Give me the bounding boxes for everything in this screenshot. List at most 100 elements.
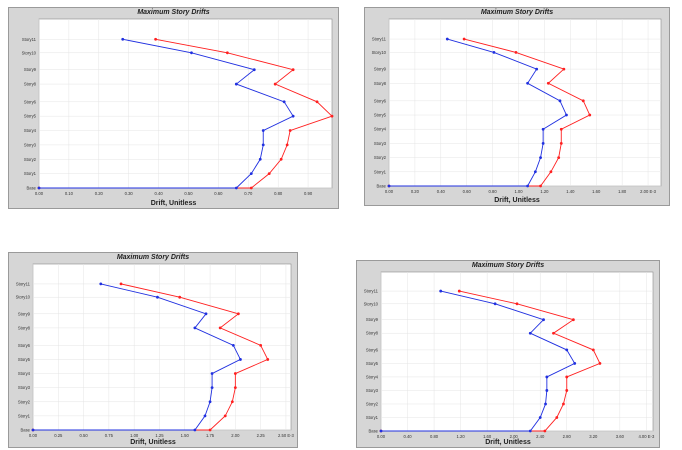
y-tick-label: Story9 [24,67,37,72]
data-point [31,428,35,432]
plot-area [380,271,654,432]
x-tick-label: 0.50 [80,433,89,438]
y-tick-label: Base [376,184,386,189]
x-tick-label: 1.20 [457,434,466,439]
y-tick-label: Story4 [366,374,379,379]
data-point [533,170,537,174]
chart-panel-2: Maximum Story Drifts 0.00 0.20 0.40 0.60 0.8… [364,7,670,206]
data-point [539,156,542,160]
data-point [539,184,542,188]
x-tick-label: 0.60 [214,191,223,196]
y-tick-label: Story8 [24,82,37,87]
x-tick-label: 0.50 [184,191,193,196]
x-tick-label: 0.40 [155,191,164,196]
y-tick-label: Story8 [18,325,31,330]
data-point [559,127,563,131]
data-point [234,186,238,190]
data-point [252,68,256,72]
y-tick-label: Story5 [24,114,37,119]
y-tick-label: Story2 [18,399,31,404]
data-point [526,81,529,85]
x-axis-label: Drift, Unitless [494,197,540,204]
data-point [555,416,559,419]
y-tick-label: Story6 [18,343,31,348]
y-tick-label: Story4 [374,127,387,132]
chart-title: Maximum Story Drifts [137,9,210,16]
series-line-1 [381,290,601,432]
data-point [538,416,542,419]
y-tick-label: Story11 [364,289,379,294]
data-point [285,143,289,147]
data-point [119,282,123,286]
plot-area [32,263,292,431]
x-tick-label: 0.75 [105,433,114,438]
data-point [541,127,545,131]
y-tick-label: Story9 [374,67,387,72]
chart-title: Maximum Story Drifts [471,262,545,269]
x-tick-label: 3.20 [589,434,598,439]
x-tick-label: 0.80 [489,189,498,194]
data-point [545,389,549,392]
data-point [515,302,519,306]
data-point [545,375,549,379]
data-point [462,37,466,41]
x-tick-label: 2.25 [257,433,266,438]
data-point [231,343,235,347]
x-tick-label: 2.00 E-3 [640,189,657,194]
data-point [571,318,575,322]
data-point [546,81,550,85]
data-point [493,302,497,306]
y-tick-label: Story10 [364,301,379,306]
data-point [37,186,41,190]
chart-panel-1: Maximum Story Drifts 0.00 0.10 0.20 0.30 0.4… [8,7,339,209]
x-tick-label: 0.00 [29,433,38,438]
data-point [565,389,569,392]
data-point [526,184,529,188]
data-point [282,100,286,104]
x-axis-label: Drift, Unitless [485,439,531,446]
x-tick-label: 4.00 E-3 [638,434,655,439]
x-tick-label: 2.50 E-3 [278,433,295,438]
data-point [457,289,461,293]
data-point [259,343,263,347]
data-point [121,37,125,41]
data-point [439,289,443,293]
data-point [156,295,159,299]
data-point [445,37,449,41]
y-tick-label: Story2 [366,401,379,406]
data-point [315,100,319,104]
data-point [261,143,265,147]
data-point [258,157,262,161]
data-point [559,142,563,145]
x-tick-label: 0.20 [95,191,104,196]
data-point [210,386,214,390]
x-tick-label: 0.00 [35,191,44,196]
x-tick-label: 0.60 [463,189,472,194]
data-point [210,372,214,375]
data-point [549,170,553,174]
series-line-1 [389,38,591,187]
y-tick-label: Story8 [374,81,387,86]
y-tick-label: Story8 [366,331,379,336]
data-point [544,402,547,406]
y-tick-label: Base [26,186,36,191]
data-point [514,51,518,54]
x-tick-label: 0.40 [437,189,446,194]
chart-plot: 0.00 0.10 0.20 0.30 0.40 0.50 0.60 0.70 0.80 0.90… [22,18,334,196]
x-tick-label: 0.40 [403,434,412,439]
data-point [492,51,496,54]
x-tick-label: 1.60 [592,189,601,194]
chart-title: Maximum Story Drifts [480,9,554,16]
data-point [239,358,242,361]
data-point [565,375,569,379]
data-point [236,312,240,316]
plot-area [388,18,662,187]
data-point [204,312,208,316]
data-point [541,142,545,145]
y-tick-label: Story1 [366,415,379,420]
data-point [535,67,539,71]
y-tick-label: Story3 [24,142,37,147]
data-point [565,113,568,117]
data-point [552,331,555,335]
x-tick-label: 0.00 [377,434,386,439]
